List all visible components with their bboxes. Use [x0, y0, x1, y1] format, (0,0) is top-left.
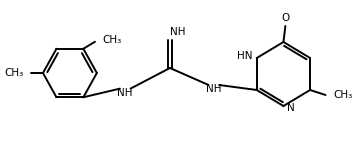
Text: HN: HN [238, 51, 253, 61]
Text: N: N [287, 103, 295, 113]
Text: O: O [281, 13, 290, 23]
Text: CH₃: CH₃ [103, 35, 122, 45]
Text: CH₃: CH₃ [333, 90, 353, 100]
Text: NH: NH [117, 88, 132, 98]
Text: NH: NH [206, 84, 221, 94]
Text: CH₃: CH₃ [5, 68, 24, 78]
Text: NH: NH [170, 27, 185, 37]
